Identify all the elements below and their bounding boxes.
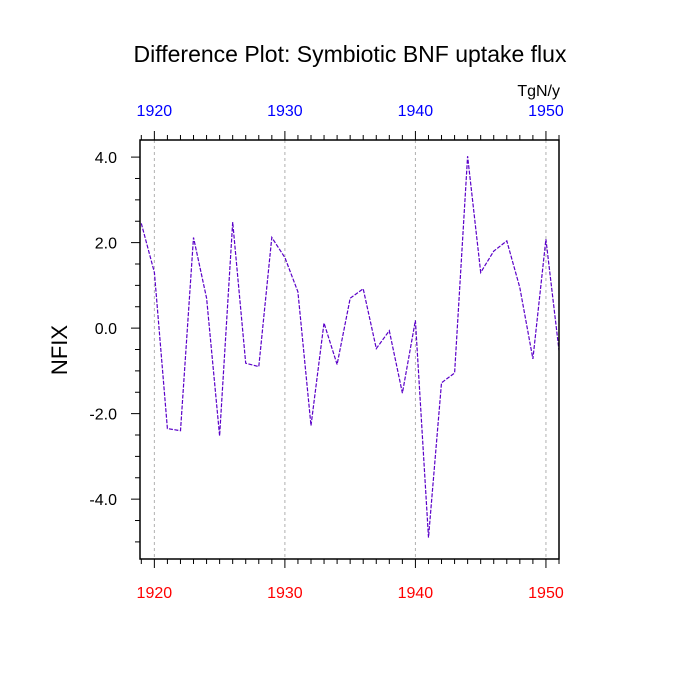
x-tick-label-bottom: 1950 (528, 585, 564, 602)
x-tick-label-bottom: 1940 (398, 585, 434, 602)
units-label: TgN/y (517, 83, 560, 100)
x-tick-label-top: 1940 (398, 103, 434, 120)
x-tick-label-bottom: 1920 (137, 585, 173, 602)
tick-labels: 1920 1930 1940 1950 1920 1930 1940 1950 4.0 2.0 0.… (89, 103, 563, 602)
x-tick-label-bottom: 1930 (267, 585, 303, 602)
axes (131, 131, 560, 568)
series-layer (140, 156, 559, 538)
x-tick-label-top: 1930 (267, 103, 303, 120)
grid-lines (153, 140, 547, 559)
plot-frame (139, 139, 560, 560)
x-tick-label-top: 1920 (137, 103, 173, 120)
y-tick-label: -2.0 (89, 407, 117, 424)
y-tick-label: 4.0 (95, 150, 117, 167)
x-tick-label-top: 1950 (528, 103, 564, 120)
y-tick-label: -4.0 (89, 492, 117, 509)
chart-title: Difference Plot: Symbiotic BNF uptake fl… (134, 41, 567, 67)
series-line-0 (140, 156, 559, 538)
y-tick-label: 0.0 (95, 321, 117, 338)
y-tick-label: 2.0 (95, 236, 117, 253)
y-axis-label: NFIX (47, 325, 72, 375)
